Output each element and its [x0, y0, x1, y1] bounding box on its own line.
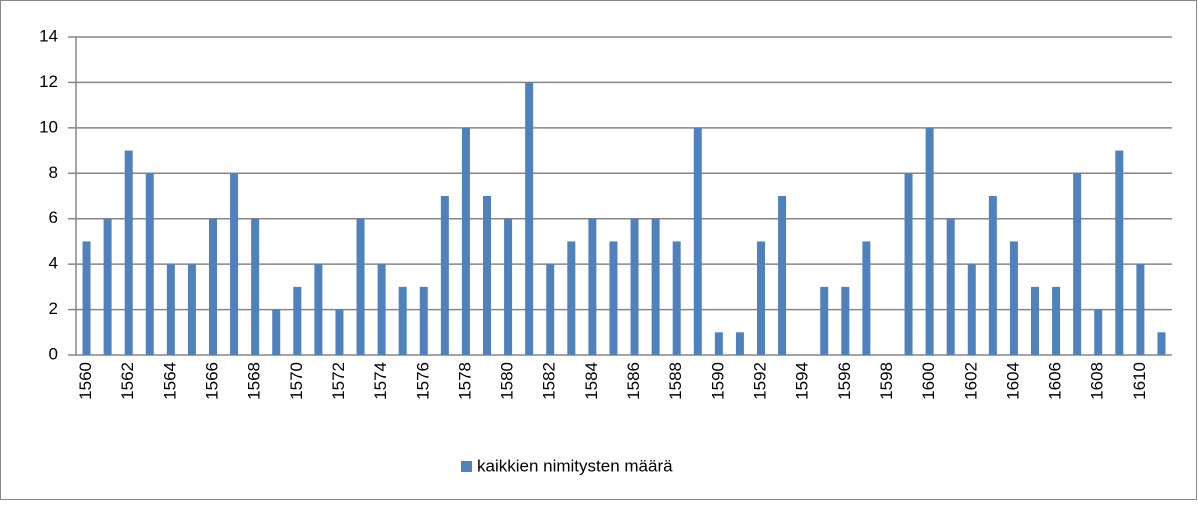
bar — [103, 218, 112, 355]
bar — [230, 173, 239, 355]
y-tick-label: 12 — [39, 72, 58, 91]
bar — [504, 218, 513, 355]
x-tick-label: 1594 — [793, 362, 812, 400]
bar — [483, 196, 491, 355]
bar — [588, 218, 597, 355]
x-tick-label: 1564 — [160, 362, 179, 400]
x-tick-label: 1610 — [1130, 362, 1149, 400]
bar — [714, 332, 723, 355]
bar — [841, 286, 850, 355]
x-tick-label: 1588 — [666, 362, 685, 400]
x-tick-label: 1578 — [455, 362, 474, 400]
bar — [82, 241, 91, 355]
bar — [1031, 286, 1039, 355]
bar — [546, 264, 555, 355]
bar — [1052, 286, 1061, 355]
x-tick-label: 1606 — [1046, 362, 1065, 400]
x-tick-label: 1576 — [413, 362, 432, 400]
bar — [419, 286, 428, 355]
bar — [757, 241, 765, 355]
x-tick-label: 1570 — [287, 362, 306, 400]
x-tick-label: 1574 — [371, 362, 390, 400]
x-tick-label: 1560 — [76, 362, 95, 400]
bar — [1157, 332, 1166, 355]
bar — [209, 218, 217, 355]
bar — [1115, 150, 1124, 355]
bar — [335, 309, 344, 355]
y-tick-label: 14 — [39, 26, 58, 45]
bar — [461, 127, 470, 355]
bar — [735, 332, 744, 355]
x-tick-label: 1582 — [540, 362, 559, 400]
x-tick-label: 1598 — [877, 362, 896, 400]
bar — [1136, 264, 1145, 355]
x-tick-label: 1580 — [498, 362, 517, 400]
bar — [377, 264, 386, 355]
x-tick-label: 1584 — [582, 362, 601, 400]
y-tick-label: 0 — [49, 344, 58, 363]
bar — [251, 218, 260, 355]
legend-swatch — [461, 461, 472, 472]
legend-label: kaikkien nimitysten määrä — [477, 456, 673, 475]
x-tick-label: 1600 — [919, 362, 938, 400]
bar — [1009, 241, 1018, 355]
bar — [293, 286, 302, 355]
x-tick-label: 1566 — [202, 362, 221, 400]
bar — [440, 196, 449, 355]
y-tick-label: 4 — [49, 254, 58, 273]
bar — [988, 196, 997, 355]
bar — [925, 127, 934, 355]
bar — [693, 127, 702, 355]
y-tick-label: 10 — [39, 117, 58, 136]
bar — [272, 309, 281, 355]
x-tick-label: 1592 — [750, 362, 769, 400]
bar — [862, 241, 871, 355]
bar — [1094, 309, 1103, 355]
bar — [609, 241, 618, 355]
bar — [651, 218, 660, 355]
bar — [567, 241, 576, 355]
x-tick-label: 1604 — [1003, 362, 1022, 400]
x-tick-label: 1586 — [624, 362, 643, 400]
bar — [314, 264, 323, 355]
bar — [124, 150, 133, 355]
x-tick-label: 1572 — [329, 362, 348, 400]
bar — [946, 218, 955, 355]
bar — [356, 218, 365, 355]
bar — [967, 264, 976, 355]
bar — [904, 173, 913, 355]
bar — [166, 264, 175, 355]
x-tick-label: 1602 — [961, 362, 980, 400]
x-tick-label: 1568 — [245, 362, 264, 400]
bar — [145, 173, 154, 355]
y-tick-label: 6 — [49, 208, 58, 227]
bar — [778, 196, 787, 355]
bar — [525, 82, 534, 355]
x-tick-label: 1590 — [708, 362, 727, 400]
bar — [1073, 173, 1082, 355]
bar — [672, 241, 681, 355]
bar — [398, 286, 407, 355]
bar — [820, 286, 829, 355]
y-tick-label: 2 — [49, 299, 58, 318]
x-tick-label: 1608 — [1088, 362, 1107, 400]
x-tick-label: 1596 — [835, 362, 854, 400]
bar — [187, 264, 196, 355]
bar — [630, 218, 639, 355]
y-tick-label: 8 — [49, 163, 58, 182]
x-tick-label: 1562 — [118, 362, 137, 400]
